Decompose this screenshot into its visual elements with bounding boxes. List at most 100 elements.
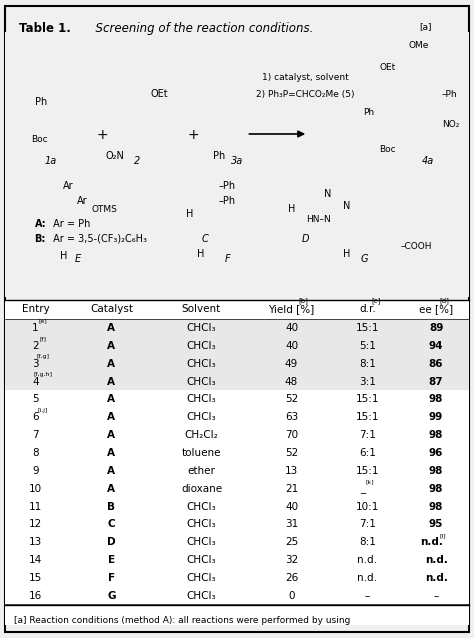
- Text: 2) Ph₃P=CHCO₂Me (5): 2) Ph₃P=CHCO₂Me (5): [256, 91, 355, 100]
- Text: Catalyst: Catalyst: [90, 304, 133, 315]
- Text: [c]: [c]: [371, 297, 381, 304]
- Text: 1a: 1a: [44, 156, 56, 167]
- Text: n.d.: n.d.: [357, 555, 377, 565]
- Text: n.d.: n.d.: [357, 573, 377, 583]
- Text: 2: 2: [32, 341, 39, 351]
- Text: 52: 52: [285, 394, 298, 404]
- Text: –Ph: –Ph: [442, 91, 457, 100]
- Text: 15:1: 15:1: [356, 466, 379, 476]
- Bar: [5, 355, 469, 373]
- Text: B:: B:: [35, 234, 46, 244]
- Text: [l]: [l]: [440, 533, 447, 538]
- Text: 8:1: 8:1: [359, 537, 376, 547]
- Text: OEt: OEt: [151, 89, 168, 100]
- Text: A: A: [108, 341, 115, 351]
- Text: 13: 13: [285, 466, 298, 476]
- Bar: [5, 32, 469, 297]
- Text: 14: 14: [29, 555, 42, 565]
- Text: [e]: [e]: [38, 318, 47, 323]
- Text: A: A: [108, 448, 115, 458]
- Text: Ar: Ar: [77, 197, 88, 206]
- Text: 98: 98: [429, 466, 443, 476]
- Text: 21: 21: [285, 484, 298, 494]
- Text: toluene: toluene: [182, 448, 221, 458]
- Text: C: C: [202, 234, 209, 244]
- Text: Ph: Ph: [213, 151, 225, 161]
- Text: 32: 32: [285, 555, 298, 565]
- Text: 4: 4: [32, 376, 39, 387]
- Text: D: D: [107, 537, 116, 547]
- Text: CHCl₃: CHCl₃: [187, 394, 216, 404]
- Text: 3:1: 3:1: [359, 376, 376, 387]
- Text: 99: 99: [429, 412, 443, 422]
- Text: 94: 94: [429, 341, 443, 351]
- Text: OMe: OMe: [409, 41, 429, 50]
- Text: –Ph: –Ph: [219, 181, 236, 191]
- Text: –COOH: –COOH: [401, 242, 432, 251]
- Bar: [5, 337, 469, 355]
- Text: 15:1: 15:1: [356, 394, 379, 404]
- Text: 98: 98: [429, 394, 443, 404]
- Text: CHCl₃: CHCl₃: [187, 537, 216, 547]
- Text: H: H: [185, 209, 193, 219]
- Text: A: A: [108, 323, 115, 333]
- Bar: [5, 300, 469, 625]
- Text: d.r.: d.r.: [359, 304, 376, 315]
- Text: ee [%]: ee [%]: [419, 304, 453, 315]
- Text: E: E: [75, 253, 81, 263]
- Text: 26: 26: [285, 573, 298, 583]
- Text: 5:1: 5:1: [359, 341, 376, 351]
- Text: 15: 15: [29, 573, 42, 583]
- Text: NO₂: NO₂: [442, 120, 459, 129]
- Text: 10: 10: [29, 484, 42, 494]
- Text: 89: 89: [429, 323, 443, 333]
- Text: A: A: [108, 484, 115, 494]
- Text: Entry: Entry: [22, 304, 49, 315]
- Text: Ph: Ph: [364, 108, 374, 117]
- Text: 1) catalyst, solvent: 1) catalyst, solvent: [262, 73, 349, 82]
- Text: [k]: [k]: [365, 479, 374, 484]
- Text: F: F: [225, 253, 231, 263]
- Text: D: D: [301, 234, 309, 244]
- Text: 87: 87: [429, 376, 443, 387]
- Text: Boc: Boc: [379, 145, 395, 154]
- Text: CHCl₃: CHCl₃: [187, 359, 216, 369]
- Text: [f]: [f]: [39, 336, 46, 341]
- Text: CHCl₃: CHCl₃: [187, 341, 216, 351]
- Text: B: B: [108, 501, 115, 512]
- Text: 6: 6: [32, 412, 39, 422]
- Text: 49: 49: [285, 359, 298, 369]
- Text: N: N: [324, 189, 332, 199]
- Text: 63: 63: [285, 412, 298, 422]
- Text: Ar: Ar: [64, 181, 74, 191]
- Text: ether: ether: [188, 466, 215, 476]
- Text: 15:1: 15:1: [356, 323, 379, 333]
- Text: n.d.: n.d.: [425, 555, 447, 565]
- Text: [a]: [a]: [419, 22, 432, 31]
- Text: 3: 3: [32, 359, 39, 369]
- Text: 5: 5: [32, 394, 39, 404]
- Text: 7: 7: [32, 430, 39, 440]
- Text: 13: 13: [29, 537, 42, 547]
- Text: CHCl₃: CHCl₃: [187, 501, 216, 512]
- Text: Table 1.: Table 1.: [19, 22, 71, 35]
- Text: G: G: [107, 591, 116, 601]
- Text: 11: 11: [29, 501, 42, 512]
- Text: C: C: [108, 519, 115, 530]
- Text: 8:1: 8:1: [359, 359, 376, 369]
- Text: CH₂Cl₂: CH₂Cl₂: [184, 430, 219, 440]
- Text: A: A: [108, 466, 115, 476]
- Text: 8: 8: [32, 448, 39, 458]
- Text: 98: 98: [429, 484, 443, 494]
- Text: [d]: [d]: [440, 297, 449, 304]
- Text: A:: A:: [35, 219, 46, 228]
- Text: –: –: [433, 591, 439, 601]
- Text: CHCl₃: CHCl₃: [187, 323, 216, 333]
- Text: 52: 52: [285, 448, 298, 458]
- Text: _: _: [360, 484, 365, 494]
- Text: OEt: OEt: [379, 63, 395, 72]
- Text: 9: 9: [32, 466, 39, 476]
- Text: 70: 70: [285, 430, 298, 440]
- Text: 96: 96: [429, 448, 443, 458]
- Text: OTMS: OTMS: [91, 205, 117, 214]
